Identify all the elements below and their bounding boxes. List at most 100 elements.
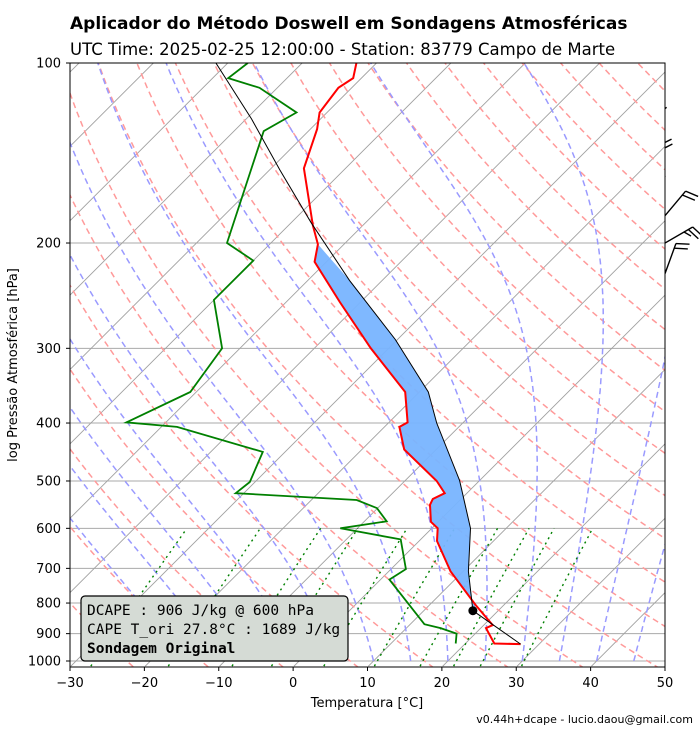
y-tick-label: 800 bbox=[36, 597, 61, 612]
legend-sounding: Sondagem Original bbox=[87, 641, 235, 657]
dry-adiabat-line bbox=[290, 63, 665, 455]
barb-flag bbox=[644, 360, 651, 371]
barb-flag bbox=[665, 102, 666, 104]
moist-adiabat-line bbox=[633, 541, 665, 662]
barb-flag bbox=[627, 545, 635, 556]
barb-flag bbox=[633, 567, 638, 573]
x-tick-label: −20 bbox=[131, 676, 158, 691]
dry-adiabat-line bbox=[136, 63, 665, 628]
barb-flag bbox=[651, 40, 658, 51]
moist-adiabat-line bbox=[70, 140, 375, 662]
wind-barb bbox=[644, 360, 666, 396]
dry-adiabat-line bbox=[70, 367, 360, 667]
barb-staff bbox=[665, 243, 677, 274]
dry-adiabat-line bbox=[213, 63, 665, 540]
background-lines bbox=[70, 63, 700, 674]
x-tick-label: −30 bbox=[56, 676, 83, 691]
dry-adiabat-line bbox=[328, 63, 665, 413]
dry-adiabat-line bbox=[405, 63, 665, 331]
dry-adiabat-line bbox=[676, 63, 700, 674]
barb-flag bbox=[632, 451, 634, 464]
dry-adiabat-line bbox=[251, 63, 665, 497]
barb-flag bbox=[627, 635, 637, 644]
barb-staff bbox=[665, 105, 666, 106]
barb-flag bbox=[642, 396, 645, 409]
isotherm-line bbox=[70, 63, 600, 594]
lcl-point bbox=[468, 606, 478, 616]
mixing-ratio-line bbox=[452, 527, 530, 667]
legend-box: DCAPE : 906 J/kg @ 600 hPa CAPE T_ori 27… bbox=[80, 595, 349, 662]
y-tick-label: 100 bbox=[36, 57, 61, 72]
y-tick-label: 500 bbox=[36, 474, 61, 489]
moist-adiabat-line bbox=[97, 63, 412, 662]
x-tick-label: 0 bbox=[289, 676, 297, 691]
barb-staff bbox=[665, 67, 666, 69]
wind-barb bbox=[665, 324, 666, 326]
barb-flag bbox=[692, 226, 700, 235]
temperature-line bbox=[302, 63, 521, 646]
dry-adiabat-line bbox=[444, 63, 665, 291]
barb-flag bbox=[687, 229, 699, 240]
moist-adiabat-line bbox=[70, 464, 226, 662]
barb-flag bbox=[637, 452, 639, 465]
y-tick-label: 700 bbox=[36, 562, 61, 577]
y-axis-label: log Pressão Atmosférica [hPa] bbox=[6, 268, 21, 462]
barb-flag bbox=[674, 247, 688, 250]
moist-adiabat-line bbox=[523, 63, 604, 662]
y-tick-label: 900 bbox=[36, 627, 61, 642]
barb-flag bbox=[665, 138, 672, 144]
wind-barb bbox=[629, 631, 665, 644]
mixing-ratio-line bbox=[520, 527, 594, 667]
moist-adiabat-line bbox=[165, 63, 449, 662]
legend-dcape: DCAPE : 906 J/kg @ 600 hPa bbox=[87, 603, 314, 619]
dry-adiabat-line bbox=[70, 91, 584, 667]
barb-flag bbox=[644, 32, 651, 43]
dry-adiabat-line bbox=[637, 63, 665, 92]
isotherm-line bbox=[70, 63, 452, 445]
isotherm-line bbox=[70, 63, 229, 222]
wind-barb bbox=[627, 627, 666, 644]
y-tick-label: 400 bbox=[36, 417, 61, 432]
y-tick-label: 300 bbox=[36, 342, 61, 357]
isotherm-line bbox=[516, 517, 665, 667]
barb-staff bbox=[665, 505, 666, 507]
wind-barb bbox=[635, 81, 666, 106]
moist-adiabat-line bbox=[370, 63, 538, 662]
x-tick-label: 30 bbox=[508, 676, 525, 691]
barb-flag bbox=[654, 44, 661, 55]
barb-flag bbox=[640, 83, 641, 97]
plot-frame bbox=[69, 62, 666, 668]
barb-flag bbox=[675, 242, 690, 245]
barb-staff bbox=[665, 422, 666, 424]
dry-adiabat-line bbox=[174, 63, 665, 583]
mixing-ratio-line bbox=[323, 527, 408, 667]
dry-adiabat-line bbox=[70, 193, 509, 667]
wind-barb bbox=[665, 190, 699, 217]
wind-barb bbox=[665, 242, 690, 274]
x-tick-label: 10 bbox=[359, 676, 376, 691]
cape-area bbox=[314, 244, 476, 611]
y-tick-label: 1000 bbox=[28, 655, 61, 670]
isotherm-line bbox=[442, 443, 665, 667]
barb-staff bbox=[665, 190, 687, 217]
barb-flag bbox=[685, 190, 699, 198]
barb-flag bbox=[635, 81, 636, 95]
barb-staff bbox=[665, 226, 694, 244]
y-tick-label: 600 bbox=[36, 522, 61, 537]
isotherm-line bbox=[144, 145, 665, 667]
y-tick-label: 200 bbox=[36, 237, 61, 252]
wind-barbs bbox=[627, 32, 700, 644]
barb-flag bbox=[629, 429, 633, 442]
footer-credit: v0.44h+dcape - lucio.daou@gmail.com bbox=[476, 713, 693, 726]
x-axis-label: Temperatura [°C] bbox=[310, 696, 423, 711]
barb-flag bbox=[633, 549, 639, 554]
barb-staff bbox=[665, 568, 666, 570]
isotherm-line bbox=[666, 63, 700, 666]
barb-staff bbox=[665, 172, 666, 177]
isotherm-line bbox=[368, 368, 665, 667]
barb-flag bbox=[665, 143, 673, 149]
isotherm-line bbox=[70, 71, 665, 667]
dry-adiabat-line bbox=[560, 63, 665, 171]
barb-flag bbox=[646, 59, 649, 72]
